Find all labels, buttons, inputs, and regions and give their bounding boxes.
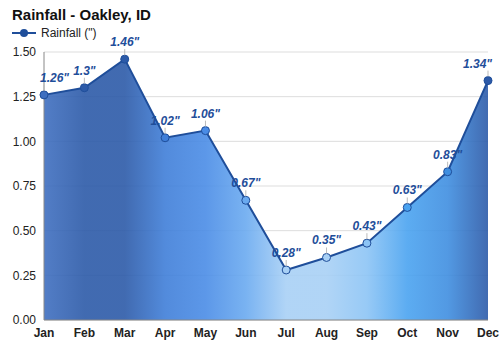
svg-text:1.3": 1.3" [73, 64, 96, 78]
svg-text:Mar: Mar [114, 326, 136, 340]
svg-text:0.25: 0.25 [13, 269, 37, 283]
svg-text:Apr: Apr [155, 326, 176, 340]
svg-text:0.63": 0.63" [393, 183, 422, 197]
svg-text:Sep: Sep [356, 326, 378, 340]
svg-text:0.67": 0.67" [231, 176, 260, 190]
svg-text:Jan: Jan [34, 326, 55, 340]
svg-text:Oct: Oct [397, 326, 417, 340]
html-text:Rainfall ("): Rainfall (") [41, 26, 97, 40]
svg-text:Nov: Nov [436, 326, 459, 340]
svg-text:1.25: 1.25 [13, 90, 37, 104]
svg-text:0.43": 0.43" [352, 219, 381, 233]
svg-text:1.34": 1.34" [463, 57, 492, 71]
svg-text:1.46": 1.46" [110, 35, 139, 49]
svg-text:Dec: Dec [477, 326, 492, 340]
html-text:Rainfall - Oakley, ID: Rainfall - Oakley, ID [12, 6, 151, 23]
svg-text:1.00: 1.00 [13, 135, 37, 149]
svg-text:1.50: 1.50 [13, 45, 37, 59]
svg-text:0.83": 0.83" [433, 148, 462, 162]
svg-text:Jun: Jun [235, 326, 256, 340]
svg-text:0.35": 0.35" [312, 233, 341, 247]
svg-text:Aug: Aug [315, 326, 338, 340]
svg-text:0.50: 0.50 [13, 224, 37, 238]
svg-text:Feb: Feb [74, 326, 95, 340]
svg-text:May: May [194, 326, 218, 340]
svg-text:1.02": 1.02" [151, 114, 180, 128]
svg-text:0.28": 0.28" [272, 246, 301, 260]
svg-text:0.00: 0.00 [13, 313, 37, 327]
svg-text:1.26": 1.26" [40, 71, 69, 85]
svg-text:1.06": 1.06" [191, 107, 220, 121]
svg-text:Jul: Jul [278, 326, 295, 340]
svg-text:0.75: 0.75 [13, 179, 37, 193]
